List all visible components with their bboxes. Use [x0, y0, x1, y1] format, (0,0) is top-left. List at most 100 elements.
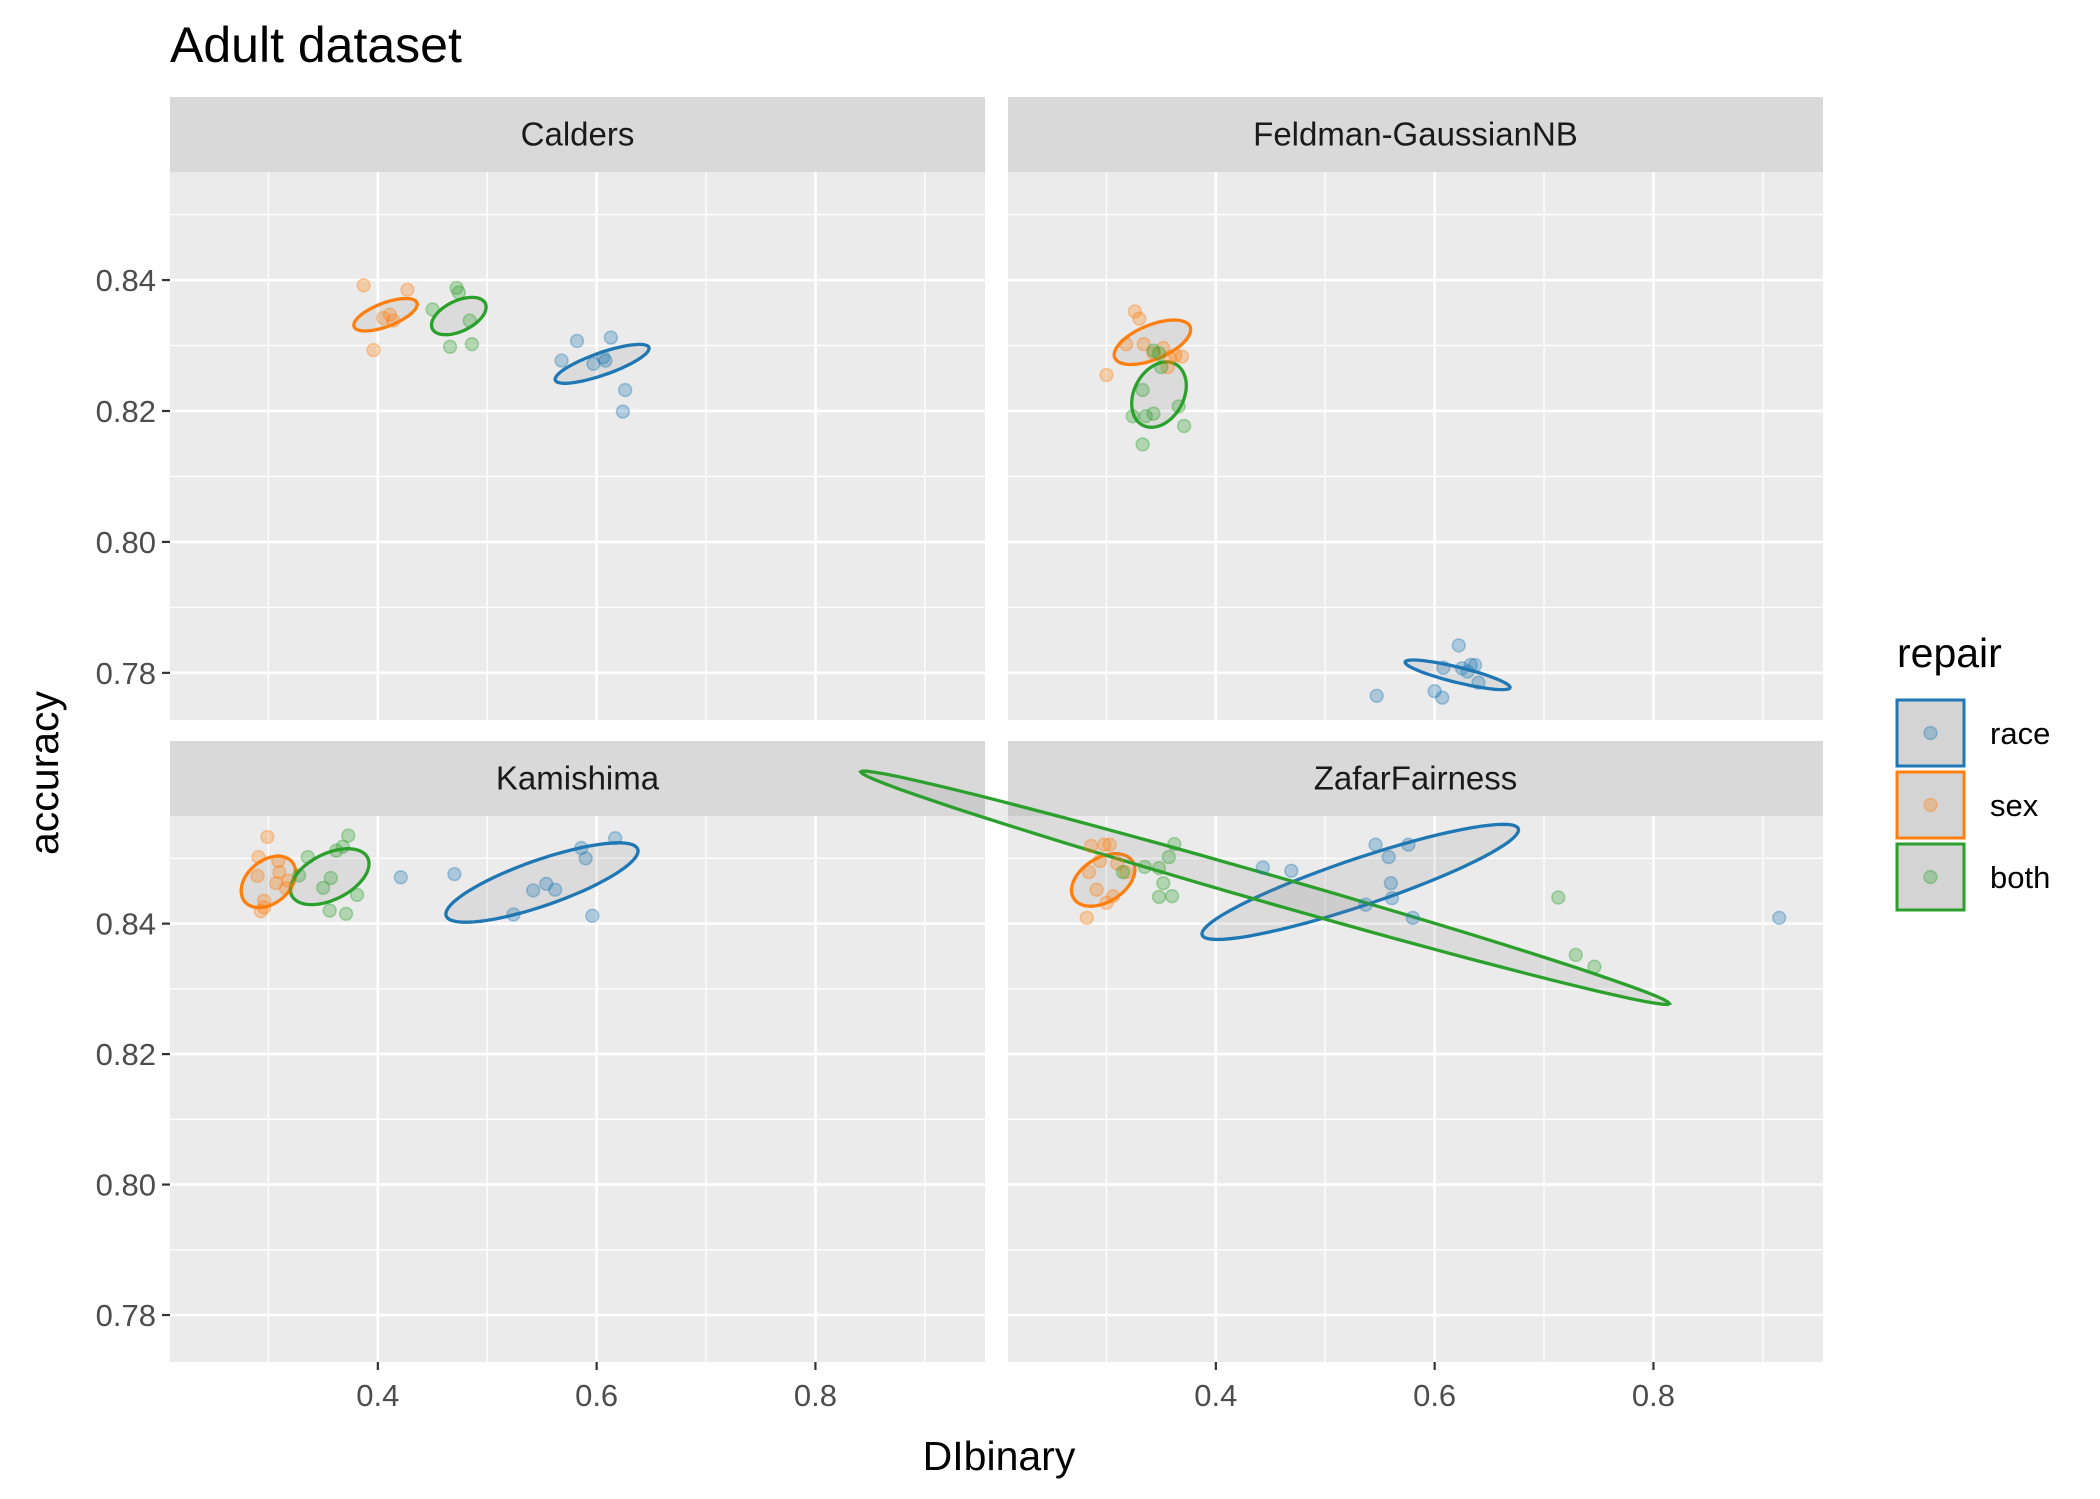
point-both — [329, 843, 344, 858]
point-race — [554, 353, 569, 368]
ellipse-sex — [239, 854, 298, 910]
panel-background — [1008, 816, 1823, 1362]
ellipse-sex — [1112, 318, 1193, 367]
facet-panels: Calders Feldman-GaussianNB Kamishima ZafarF… — [170, 97, 1823, 1362]
legend: repair race sex both — [1895, 630, 2050, 912]
point-race — [506, 907, 521, 922]
point-sex — [1097, 837, 1112, 852]
point-both — [1115, 864, 1131, 880]
panel-kamishima: Kamishima — [170, 741, 985, 1362]
legend-item-both: both — [1895, 842, 2050, 912]
chart-title: Adult dataset — [170, 17, 462, 73]
point-race — [525, 883, 541, 898]
x-tick-label: 0.6 — [575, 1378, 618, 1413]
point-both — [1153, 359, 1169, 375]
point-both — [291, 868, 307, 883]
point-race — [607, 830, 623, 846]
point-sex — [1146, 346, 1161, 361]
point-sex — [386, 313, 401, 328]
y-axis-title: accuracy — [21, 690, 67, 855]
legend-title: repair — [1897, 630, 2002, 676]
point-sex — [272, 864, 287, 880]
legend-marker-race — [1923, 725, 1938, 741]
point-race — [586, 356, 601, 371]
point-sex — [260, 829, 275, 845]
point-race — [585, 908, 600, 923]
panel-data-kamishima — [239, 828, 640, 924]
point-sex — [251, 849, 266, 865]
point-sex — [1118, 337, 1134, 352]
point-race — [1436, 660, 1451, 675]
point-race — [1358, 897, 1373, 912]
point-race — [1284, 863, 1299, 878]
point-race — [603, 330, 619, 345]
strip-label: Calders — [521, 116, 635, 153]
point-sex — [1162, 350, 1178, 365]
point-sex — [1160, 359, 1175, 375]
point-sex — [1102, 837, 1117, 852]
point-race — [569, 333, 585, 349]
panel-data-calders — [352, 278, 651, 419]
point-both — [1151, 346, 1167, 361]
ellipse-race — [1403, 658, 1512, 692]
point-both — [1167, 836, 1182, 852]
point-sex — [1136, 337, 1151, 352]
ellipse-both — [429, 295, 488, 337]
point-both — [1137, 859, 1152, 875]
point-sex — [268, 875, 284, 891]
point-sex — [1132, 311, 1147, 326]
panel-zafarfairness: ZafarFairness — [858, 741, 1823, 1362]
ellipse-race — [444, 841, 640, 924]
legend-label-both: both — [1990, 860, 2050, 895]
legend-marker-both — [1923, 869, 1938, 885]
point-both — [323, 870, 338, 886]
point-both — [442, 339, 458, 354]
axes: 0.78 0.80 0.82 0.84 0.78 0.80 0.82 0.84 0.4 0.6 0.… — [96, 263, 1675, 1413]
panel-calders: Calders — [170, 97, 985, 720]
point-both — [335, 839, 350, 854]
point-sex — [280, 873, 296, 888]
point-race — [574, 840, 589, 856]
point-sex — [253, 903, 268, 919]
point-both — [322, 903, 337, 918]
legend-label-sex: sex — [1990, 788, 2039, 823]
point-race — [1451, 638, 1466, 653]
point-both — [464, 337, 480, 352]
point-both — [1135, 382, 1150, 398]
y-tick-label: 0.78 — [96, 656, 156, 691]
legend-item-sex: sex — [1895, 770, 2039, 840]
point-race — [615, 404, 631, 419]
point-both — [341, 828, 356, 843]
point-both — [1135, 437, 1150, 452]
point-race — [595, 350, 611, 365]
point-sex — [1174, 349, 1190, 364]
legend-key-both — [1895, 842, 1966, 912]
point-race — [1467, 657, 1483, 673]
point-race — [447, 866, 462, 882]
point-race — [1405, 910, 1421, 925]
point-race — [598, 353, 613, 368]
point-sex — [250, 868, 265, 884]
point-both — [1138, 409, 1154, 424]
point-sex — [1099, 895, 1114, 910]
x-tick-label: 0.4 — [356, 1378, 399, 1413]
ellipse-race — [1200, 822, 1521, 942]
point-both — [425, 302, 440, 317]
point-both — [1551, 890, 1566, 905]
point-race — [1384, 890, 1400, 906]
point-race — [1460, 664, 1475, 679]
ellipse-both — [1130, 360, 1188, 429]
point-sex — [1127, 304, 1143, 319]
y-tick-label: 0.84 — [96, 263, 156, 298]
point-race — [1463, 657, 1478, 673]
point-both — [1151, 860, 1167, 876]
point-both — [1151, 889, 1167, 905]
strip-label: ZafarFairness — [1314, 760, 1518, 797]
point-sex — [382, 307, 398, 322]
y-tick-label: 0.82 — [96, 394, 156, 429]
point-race — [1383, 875, 1399, 891]
point-both — [1146, 406, 1161, 421]
point-sex — [376, 310, 391, 326]
point-sex — [1168, 348, 1183, 363]
